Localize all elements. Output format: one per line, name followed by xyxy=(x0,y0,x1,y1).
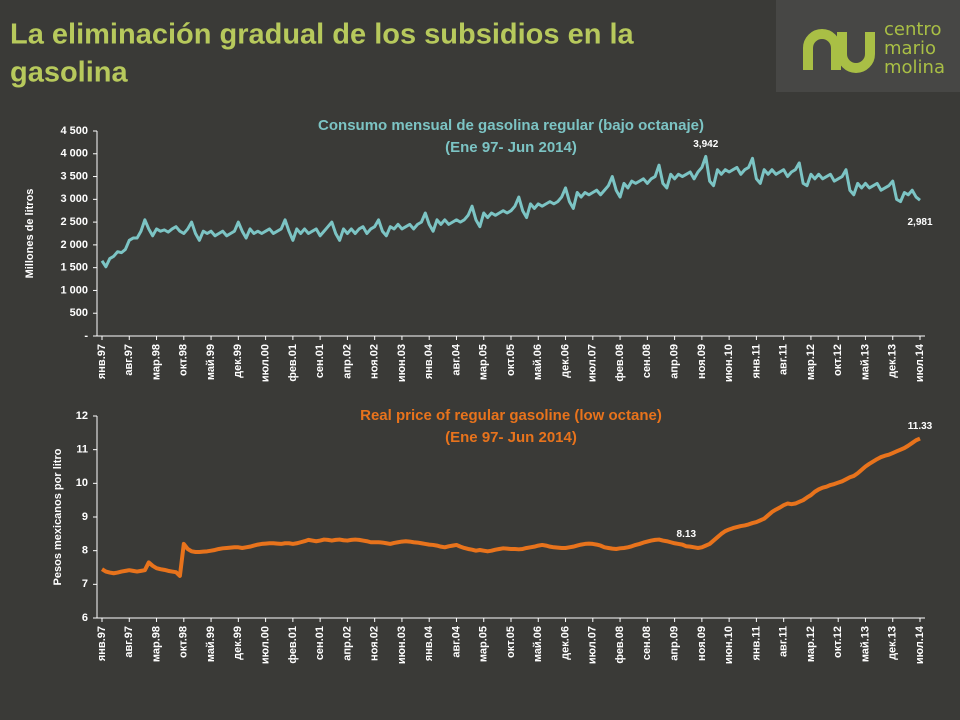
chart-title: Consumo mensual de gasolina regular (baj… xyxy=(318,117,704,134)
x-tick-label: апр.09 xyxy=(669,626,681,661)
x-tick-label: мар.05 xyxy=(478,344,490,380)
y-tick-label: 1 500 xyxy=(60,262,88,274)
x-tick-label: июл.00 xyxy=(260,626,272,664)
x-tick-label: май.99 xyxy=(205,626,217,662)
y-tick-label: 2 000 xyxy=(60,239,88,251)
logo-icon xyxy=(803,29,875,73)
y-tick-label: 3 500 xyxy=(60,170,88,182)
y-tick-label: 4 000 xyxy=(60,148,88,160)
x-tick-label: янв.11 xyxy=(750,344,762,379)
chart-title: Real price of regular gasoline (low octa… xyxy=(360,407,662,424)
y-tick-label: 8 xyxy=(82,545,88,557)
x-tick-label: сен.08 xyxy=(641,344,653,378)
x-tick-label: авг.11 xyxy=(778,344,790,375)
x-tick-label: авг.97 xyxy=(123,626,135,658)
y-tick-label: 4 500 xyxy=(60,125,88,137)
x-tick-label: дек.99 xyxy=(232,344,244,378)
y-tick-label: 7 xyxy=(82,578,88,590)
logo-text: molina xyxy=(884,57,945,78)
x-tick-label: июл.14 xyxy=(914,625,926,664)
x-tick-label: май.13 xyxy=(859,344,871,380)
x-tick-label: июн.10 xyxy=(723,344,735,382)
y-tick-label: 11 xyxy=(76,444,88,456)
x-tick-label: янв.97 xyxy=(96,626,108,661)
x-tick-label: янв.04 xyxy=(423,343,435,379)
chart-subtitle: (Ene 97- Jun 2014) xyxy=(445,429,577,446)
slide-title: La eliminación gradual de los subsidios … xyxy=(10,19,635,51)
x-tick-label: янв.04 xyxy=(423,625,435,661)
x-tick-label: янв.97 xyxy=(96,344,108,379)
x-tick-label: мар.98 xyxy=(150,344,162,380)
y-tick-label: 12 xyxy=(76,410,88,422)
data-label: 11.33 xyxy=(908,421,933,432)
y-tick-label: 6 xyxy=(82,612,88,624)
data-label: 8.13 xyxy=(677,529,697,540)
y-tick-label: - xyxy=(84,330,88,342)
x-tick-label: фев.08 xyxy=(614,344,626,382)
x-tick-label: апр.02 xyxy=(341,344,353,379)
chart-subtitle: (Ene 97- Jun 2014) xyxy=(445,139,577,156)
x-tick-label: апр.09 xyxy=(669,344,681,379)
y-tick-label: 9 xyxy=(82,511,88,523)
x-tick-label: сен.08 xyxy=(641,626,653,660)
x-tick-label: ноя.09 xyxy=(696,626,708,661)
x-tick-label: май.06 xyxy=(532,626,544,662)
x-tick-label: июл.07 xyxy=(587,626,599,664)
x-tick-label: мар.98 xyxy=(150,626,162,662)
x-tick-label: фев.01 xyxy=(287,626,299,664)
x-tick-label: ноя.02 xyxy=(369,344,381,379)
y-tick-label: 1 000 xyxy=(60,284,88,296)
x-tick-label: дек.13 xyxy=(887,344,899,378)
y-axis-label: Millones de litros xyxy=(24,189,36,279)
y-tick-label: 500 xyxy=(70,307,88,319)
x-tick-label: мар.12 xyxy=(805,626,817,662)
slide-title: gasolina xyxy=(10,57,129,89)
x-tick-label: авг.11 xyxy=(778,626,790,657)
x-tick-label: июн.03 xyxy=(396,344,408,382)
x-tick-label: дек.06 xyxy=(559,626,571,660)
x-tick-label: окт.05 xyxy=(505,344,517,376)
x-tick-label: авг.97 xyxy=(123,344,135,376)
x-tick-label: окт.12 xyxy=(832,626,844,658)
line-series xyxy=(100,436,921,578)
y-axis-label: Pesos mexicanos por litro xyxy=(52,448,64,585)
x-tick-label: июн.03 xyxy=(396,626,408,664)
x-tick-label: окт.05 xyxy=(505,626,517,658)
y-tick-label: 2 500 xyxy=(60,216,88,228)
logo-text: mario xyxy=(884,38,936,59)
x-tick-label: дек.99 xyxy=(232,626,244,660)
x-tick-label: июл.07 xyxy=(587,344,599,382)
x-tick-label: май.13 xyxy=(859,626,871,662)
y-tick-label: 3 000 xyxy=(60,193,88,205)
y-tick-label: 10 xyxy=(76,477,88,489)
data-label: 3,942 xyxy=(693,139,718,150)
x-tick-label: июл.14 xyxy=(914,343,926,382)
data-label: 2,981 xyxy=(907,217,932,228)
x-tick-label: фев.08 xyxy=(614,626,626,664)
x-tick-label: янв.11 xyxy=(750,626,762,661)
line-series xyxy=(100,154,921,269)
x-tick-label: окт.12 xyxy=(832,344,844,376)
x-tick-label: авг.04 xyxy=(450,343,462,376)
logo-text: centro xyxy=(884,19,941,40)
x-tick-label: мар.12 xyxy=(805,344,817,380)
x-tick-label: мар.05 xyxy=(478,626,490,662)
x-tick-label: май.99 xyxy=(205,344,217,380)
x-tick-label: апр.02 xyxy=(341,626,353,661)
x-tick-label: июн.10 xyxy=(723,626,735,664)
x-tick-label: фев.01 xyxy=(287,344,299,382)
x-tick-label: ноя.09 xyxy=(696,344,708,379)
x-tick-label: июл.00 xyxy=(260,344,272,382)
x-tick-label: окт.98 xyxy=(178,344,190,376)
x-tick-label: авг.04 xyxy=(450,625,462,658)
x-tick-label: сен.01 xyxy=(314,626,326,660)
x-tick-label: май.06 xyxy=(532,344,544,380)
x-tick-label: ноя.02 xyxy=(369,626,381,661)
x-tick-label: дек.06 xyxy=(559,344,571,378)
x-tick-label: сен.01 xyxy=(314,344,326,378)
x-tick-label: дек.13 xyxy=(887,626,899,660)
x-tick-label: окт.98 xyxy=(178,626,190,658)
